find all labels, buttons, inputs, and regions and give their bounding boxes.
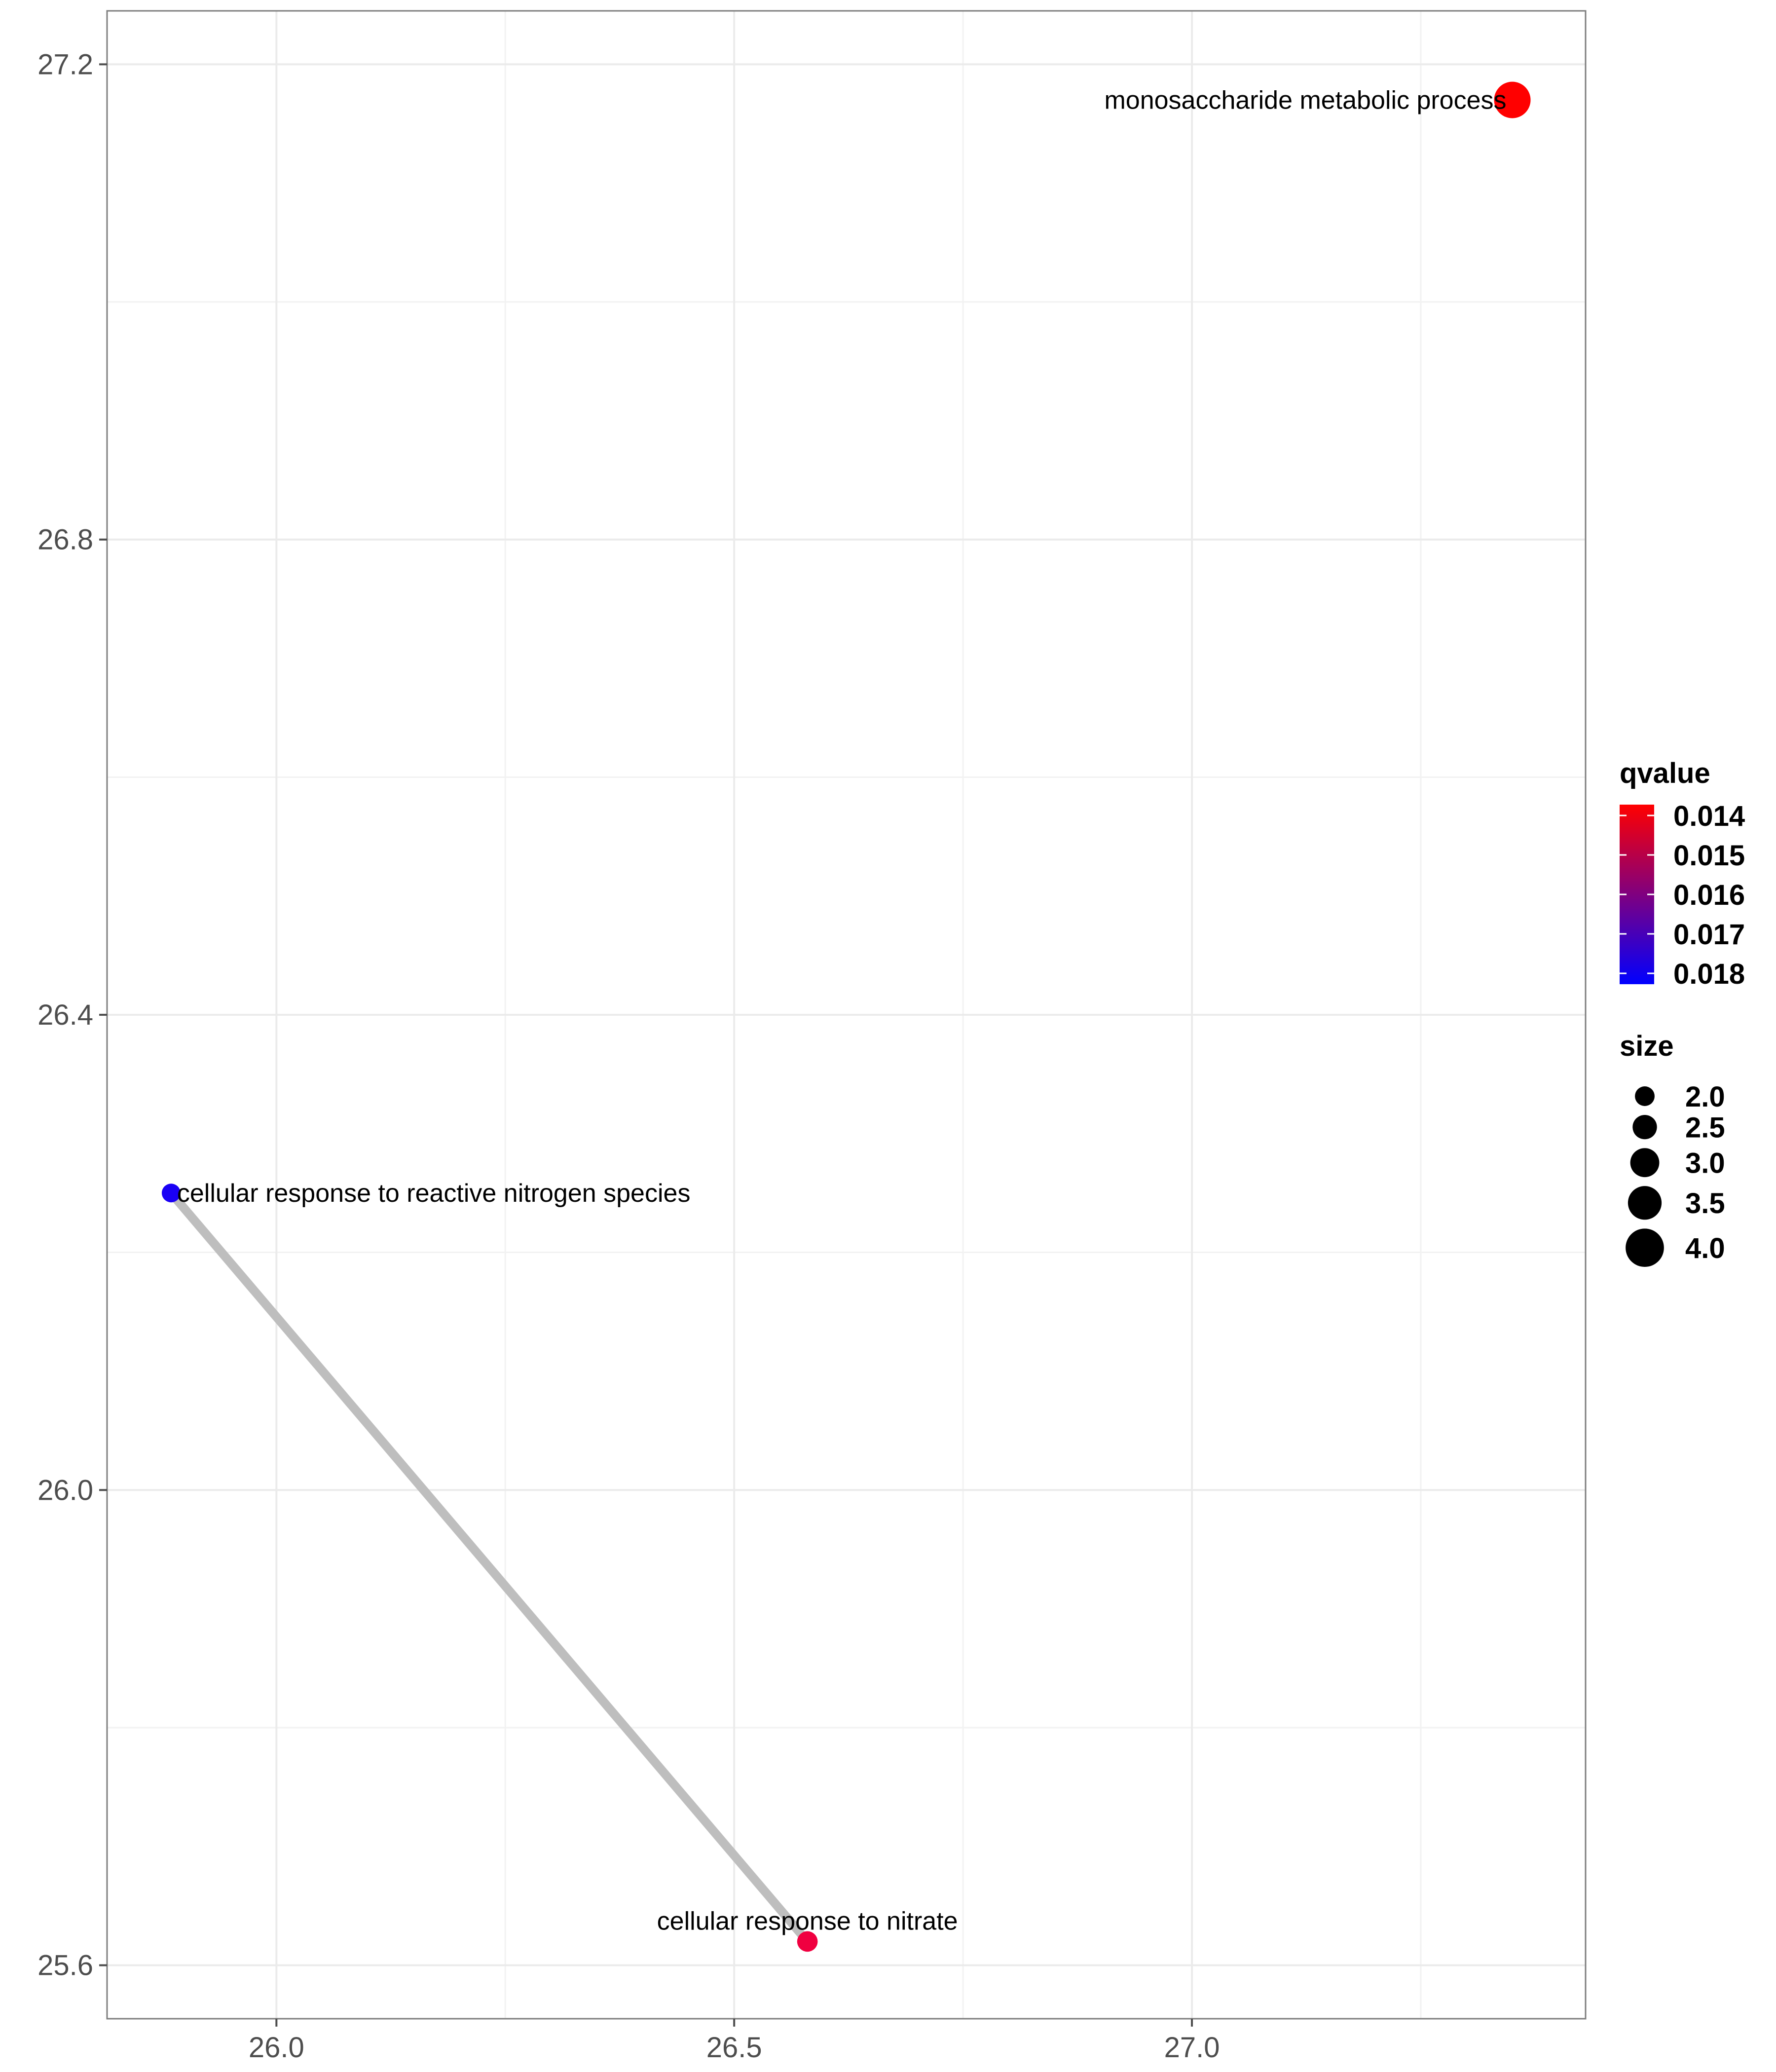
network-edge (168, 1190, 811, 1945)
size-legend-label: 4.0 (1685, 1232, 1725, 1264)
network-node (161, 1184, 181, 1203)
size-legend-label: 3.0 (1685, 1147, 1725, 1180)
node-label: cellular response to nitrate (657, 1907, 958, 1935)
size-legend-swatch (1632, 1114, 1657, 1140)
color-legend-label: 0.016 (1673, 879, 1745, 911)
grid-lines (107, 11, 1586, 2019)
size-legend-label: 3.5 (1685, 1187, 1725, 1220)
x-tick-label: 26.0 (249, 2032, 304, 2064)
legend: qvalue 0.014 0.015 0.016 0.017 0.018 size 2.… (1620, 757, 1745, 1267)
y-tick-label: 25.6 (37, 1950, 93, 1982)
node-labels: monosaccharide metabolic process cellular… (177, 86, 1507, 1936)
size-legend-title: size (1620, 1030, 1674, 1062)
size-legend-items: 2.02.53.0 3.5 4.0 (1626, 1081, 1725, 1267)
color-legend-label: 0.018 (1673, 958, 1745, 990)
y-tick-label: 26.4 (37, 999, 93, 1031)
node-label: monosaccharide metabolic process (1104, 86, 1506, 115)
y-tick-label: 27.2 (37, 48, 93, 80)
network-node (1494, 81, 1531, 118)
x-tick-label: 27.0 (1164, 2032, 1220, 2064)
color-legend-labels: 0.014 0.015 0.016 0.017 0.018 (1620, 800, 1745, 990)
network-node (797, 1931, 818, 1952)
y-tick-label: 26.8 (37, 524, 93, 556)
size-legend-swatch (1628, 1186, 1662, 1220)
size-legend-label: 2.0 (1685, 1081, 1725, 1113)
x-tick-label: 26.5 (706, 2032, 762, 2064)
network-nodes (161, 81, 1531, 1952)
network-edges (168, 1190, 811, 1945)
color-legend-label: 0.014 (1673, 800, 1745, 832)
size-legend-swatch (1635, 1086, 1655, 1106)
size-legend-swatch (1626, 1228, 1664, 1267)
node-label: cellular response to reactive nitrogen s… (177, 1179, 691, 1208)
y-tick-label: 26.0 (37, 1474, 93, 1506)
color-legend-label: 0.015 (1673, 840, 1745, 872)
axes: 26.0 26.5 27.0 25.6 26.0 26.4 26.8 27.2 (37, 48, 1220, 2064)
color-legend-label: 0.017 (1673, 919, 1745, 951)
color-legend-title: qvalue (1620, 757, 1710, 789)
size-legend-swatch (1630, 1148, 1660, 1178)
size-legend-label: 2.5 (1685, 1112, 1725, 1144)
